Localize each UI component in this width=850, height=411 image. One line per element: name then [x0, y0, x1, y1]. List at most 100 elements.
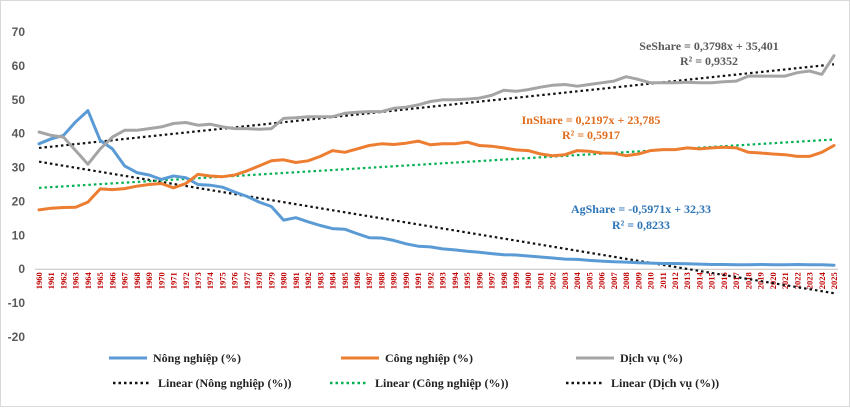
legend-label-linear-cong-nghiep: Linear (Công nghiệp (%))	[375, 376, 508, 390]
x-tick-label: 2008	[621, 272, 631, 289]
x-tick-label: 1997	[487, 271, 497, 289]
x-tick-label: 1976	[230, 272, 240, 289]
y-tick-label: 0	[18, 262, 25, 276]
legend-label-linear-nong-nghiep: Linear (Nông nghiệp (%))	[158, 376, 291, 390]
x-tick-label: 2020	[768, 272, 778, 289]
x-tick-label: 1982	[303, 272, 313, 289]
series-line-0	[37, 109, 836, 267]
x-tick-label: 1978	[254, 272, 264, 289]
y-tick-label: 50	[12, 93, 26, 107]
x-tick-label: 1970	[156, 272, 166, 289]
se-r2: R² = 0,9352	[680, 54, 738, 68]
y-tick-label: 70	[12, 25, 26, 39]
x-tick-label: 1962	[58, 272, 68, 289]
x-tick-label: 1996	[474, 272, 484, 289]
x-tick-label: 2023	[805, 272, 815, 289]
x-tick-label: 1990	[401, 272, 411, 289]
x-tick-label: 2005	[584, 272, 594, 289]
x-tick-label: 2014	[694, 271, 704, 289]
trendline-1	[38, 138, 835, 189]
x-tick-label: 1983	[315, 272, 325, 289]
x-tick-label: 1966	[107, 272, 117, 289]
x-tick-label: 1992	[425, 272, 435, 289]
x-tick-label: 1963	[71, 272, 81, 289]
y-tick-label: -20	[8, 330, 26, 344]
x-tick-label: 1971	[169, 272, 179, 289]
x-tick-label: 1980	[279, 272, 289, 289]
series-lines	[37, 54, 836, 267]
x-tick-label: 1989	[389, 272, 399, 289]
y-tick-label: -10	[8, 296, 26, 310]
legend-label-dich-vu: Dịch vụ (%)	[620, 351, 683, 365]
y-axis: -20 -10 0 10 20 30 40 50 60 70	[8, 25, 26, 344]
x-tick-label: 1960	[34, 272, 44, 289]
x-tick-label: 1979	[266, 272, 276, 289]
series-line-1	[37, 139, 836, 212]
x-tick-label: 1973	[193, 272, 203, 289]
x-tick-label: 1967	[120, 271, 130, 289]
trendlines	[38, 63, 835, 295]
in-r2: R² = 0,5917	[562, 128, 620, 142]
x-tick-label: 2003	[560, 272, 570, 289]
x-tick-label: 2001	[535, 272, 545, 289]
x-tick-label: 2015	[707, 272, 717, 289]
x-tick-label: 1985	[340, 272, 350, 289]
x-tick-label: 2016	[719, 272, 729, 289]
x-tick-label: 1965	[95, 272, 105, 289]
trendline-0	[38, 160, 835, 295]
se-equation: SeShare = 0,3798x + 35,401	[639, 39, 778, 53]
x-tick-label: 1991	[413, 272, 423, 289]
x-tick-label: 1988	[376, 272, 386, 289]
x-tick-label: 1998	[499, 272, 509, 289]
x-tick-label: 1999	[511, 272, 521, 289]
x-tick-label: 1961	[46, 272, 56, 289]
x-tick-label: 1972	[181, 272, 191, 289]
x-axis: 1960 1961 1962 1963 1964 1965 1966 1967 1968 1969…	[34, 268, 839, 289]
x-tick-label: 2022	[792, 272, 802, 289]
x-tick-label: 1964	[83, 271, 93, 289]
x-tick-label: 2025	[829, 272, 839, 289]
x-tick-label: 1994	[450, 271, 460, 289]
trendline-2	[38, 63, 835, 150]
x-tick-label: 2019	[756, 272, 766, 289]
ag-r2: R² = 0,8233	[612, 218, 670, 232]
trendline-equations: AgShare = -0,5971x + 32,33 R² = 0,8233 I…	[522, 39, 779, 232]
x-tick-label: 2024	[817, 271, 827, 289]
x-tick-label: 2018	[743, 272, 753, 289]
x-tick-label: 2007	[609, 271, 619, 289]
in-equation: InShare = 0,2197x + 23,785	[522, 113, 661, 127]
x-tick-label: 1977	[242, 271, 252, 289]
y-tick-label: 10	[12, 228, 26, 242]
y-tick-label: 40	[12, 127, 26, 141]
legend-label-linear-dich-vu: Linear (Dịch vụ (%))	[611, 376, 719, 390]
x-tick-label: 1995	[462, 272, 472, 289]
x-tick-label: 2006	[597, 272, 607, 289]
legend-label-cong-nghiep: Công nghiệp (%)	[385, 351, 473, 365]
x-tick-label: 2010	[646, 272, 656, 289]
x-tick-label: 2017	[731, 271, 741, 289]
y-tick-label: 30	[12, 161, 26, 175]
legend-label-nong-nghiep: Nông nghiệp (%)	[153, 351, 241, 365]
legend: Nông nghiệp (%) Công nghiệp (%) Dịch vụ …	[109, 351, 719, 390]
x-tick-label: 2012	[670, 272, 680, 289]
x-tick-label: 1974	[205, 271, 215, 289]
x-tick-label: 2021	[780, 272, 790, 289]
x-tick-label: 1987	[364, 271, 374, 289]
x-tick-label: 2004	[572, 271, 582, 289]
y-tick-label: 60	[12, 59, 26, 73]
x-tick-label: 1984	[328, 271, 338, 289]
series-line-2	[37, 54, 836, 166]
x-tick-label: 1969	[144, 272, 154, 289]
x-tick-label: 2013	[682, 272, 692, 289]
x-tick-label: 2009	[633, 272, 643, 289]
x-tick-label: 2011	[658, 272, 668, 289]
x-tick-label: 1993	[438, 272, 448, 289]
ag-equation: AgShare = -0,5971x + 32,33	[571, 202, 711, 216]
x-tick-label: 1900	[523, 272, 533, 289]
x-tick-label: 1986	[352, 272, 362, 289]
x-tick-label: 2002	[548, 272, 558, 289]
y-tick-label: 20	[12, 194, 26, 208]
x-tick-label: 1981	[291, 272, 301, 289]
